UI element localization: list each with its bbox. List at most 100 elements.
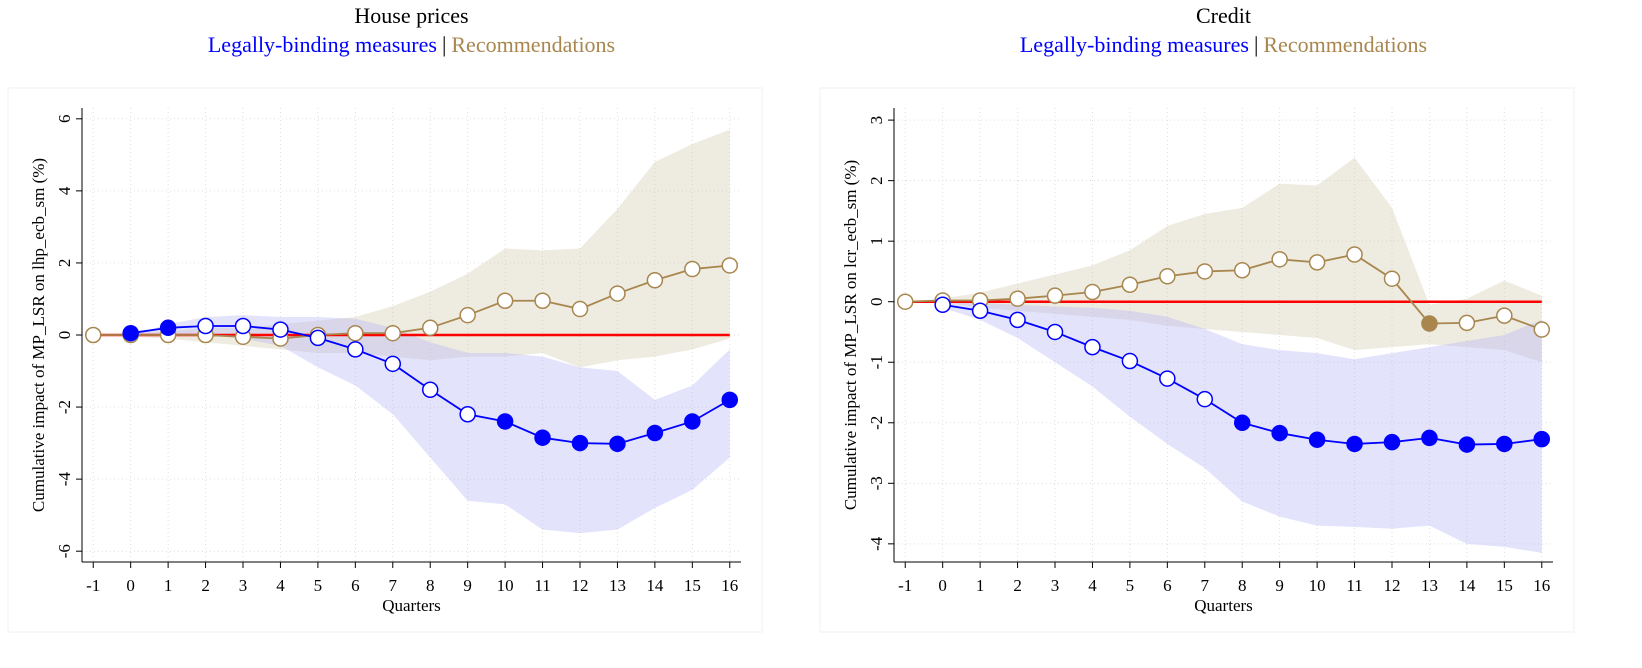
legend-entry: Legally-binding measures (1020, 32, 1249, 57)
x-tick-label: 13 (1421, 576, 1438, 595)
x-tick-label: -1 (86, 576, 100, 595)
chart-subtitle: Legally-binding measures | Recommendations (208, 32, 615, 57)
x-axis-title: Quarters (382, 596, 441, 615)
data-point (1458, 436, 1476, 453)
data-point (347, 324, 364, 342)
data-point (534, 292, 551, 310)
x-tick-label: 16 (721, 576, 738, 595)
confidence-band (130, 315, 730, 534)
data-point (1009, 311, 1026, 329)
x-tick-label: 2 (201, 576, 210, 595)
data-point (1233, 414, 1251, 432)
y-tick-label: 0 (867, 297, 886, 306)
y-tick-label: 0 (55, 331, 74, 340)
data-point (1121, 276, 1139, 294)
data-point (1084, 338, 1101, 356)
data-point (684, 413, 701, 430)
data-point (934, 296, 951, 313)
x-tick-label: 16 (1533, 576, 1550, 595)
x-tick-label: 8 (426, 576, 435, 595)
data-point (1121, 352, 1139, 370)
x-tick-label: 3 (1051, 576, 1060, 595)
panel: House prices Legally-binding measures | Rec… (7, 3, 763, 633)
data-point (234, 317, 252, 335)
data-point (421, 381, 439, 399)
data-point (459, 406, 476, 423)
x-tick-label: 1 (976, 576, 985, 595)
x-tick-label: -1 (898, 576, 912, 595)
data-point (1383, 270, 1401, 287)
x-tick-label: 12 (571, 576, 588, 595)
data-point (571, 300, 589, 318)
panel-frame (7, 87, 763, 633)
y-tick-label: 2 (867, 176, 886, 185)
data-point (1271, 251, 1288, 268)
data-point (1308, 431, 1326, 448)
x-tick-label: 2 (1013, 576, 1022, 595)
data-point (84, 326, 102, 344)
data-point (309, 329, 327, 347)
data-point (1383, 433, 1401, 451)
y-tick-label: -1 (867, 355, 886, 369)
x-tick-label: 9 (1275, 576, 1284, 595)
chart-title: House prices (354, 3, 468, 28)
x-tick-label: 14 (646, 576, 664, 595)
data-point (1533, 430, 1551, 448)
x-tick-label: 11 (534, 576, 550, 595)
data-point (609, 285, 626, 302)
data-point (534, 429, 551, 446)
data-point (1233, 261, 1251, 279)
data-point (1196, 263, 1214, 280)
data-point (384, 355, 402, 373)
data-point (459, 306, 476, 324)
data-point (1533, 321, 1551, 338)
y-tick-label: -3 (867, 476, 886, 490)
y-axis-title: Cumulative impact of MP_LSR on lcr_ecb_s… (841, 160, 860, 510)
data-point (197, 317, 214, 335)
x-tick-label: 9 (463, 576, 472, 595)
data-point (496, 292, 514, 310)
data-point (721, 257, 739, 274)
y-tick-label: -4 (55, 472, 74, 487)
chart-title: Credit (1196, 3, 1251, 28)
data-point (347, 341, 364, 358)
data-point (1496, 307, 1513, 324)
y-tick-label: -2 (867, 416, 886, 430)
x-tick-label: 0 (126, 576, 135, 595)
panel: Credit Legally-binding measures | Recommend… (819, 3, 1575, 633)
data-point (1271, 424, 1288, 442)
confidence-band (905, 157, 1542, 363)
y-tick-label: -4 (867, 536, 886, 551)
x-tick-label: 8 (1238, 576, 1247, 595)
x-tick-label: 6 (351, 576, 360, 595)
x-tick-label: 3 (239, 576, 248, 595)
data-point (272, 321, 289, 338)
data-point (1346, 246, 1363, 263)
y-tick-label: -6 (55, 544, 74, 558)
chart-subtitle: Legally-binding measures | Recommendations (1020, 32, 1427, 57)
legend-entry: Recommendations (1263, 32, 1427, 57)
data-point (122, 324, 139, 342)
x-tick-label: 13 (609, 576, 626, 595)
data-point (1308, 254, 1326, 271)
x-tick-label: 0 (938, 576, 947, 595)
y-axis-title: Cumulative impact of MP_LSR on lhp_ecb_s… (29, 158, 48, 512)
x-tick-label: 5 (1126, 576, 1135, 595)
data-point (1046, 287, 1064, 304)
legend-entry: Recommendations (451, 32, 615, 57)
x-tick-label: 1 (164, 576, 173, 595)
data-point (609, 435, 626, 453)
y-tick-label: 2 (55, 259, 74, 268)
x-tick-label: 6 (1163, 576, 1172, 595)
data-point (1084, 283, 1101, 301)
panel-frame (819, 87, 1575, 633)
x-tick-label: 4 (1088, 576, 1097, 595)
x-tick-label: 7 (1201, 576, 1210, 595)
x-tick-label: 10 (1309, 576, 1326, 595)
y-tick-label: 1 (867, 237, 886, 246)
data-point (684, 260, 701, 278)
data-point (721, 391, 739, 409)
data-point (421, 319, 439, 337)
